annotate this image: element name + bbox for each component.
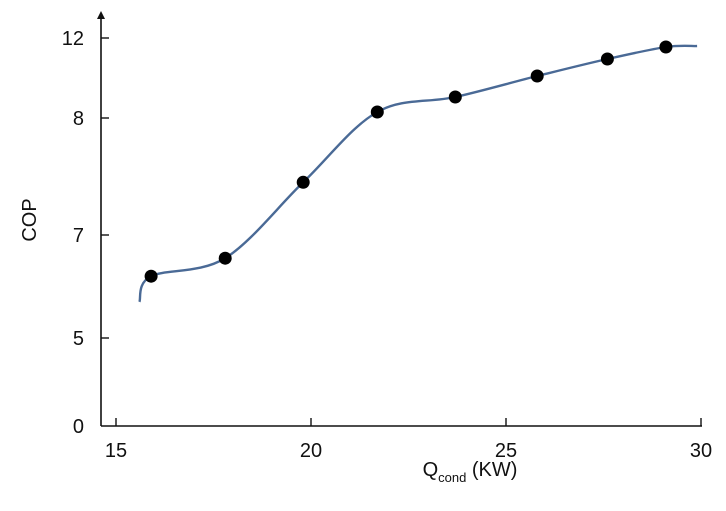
series-line	[138, 44, 698, 303]
x-tick-label: 30	[690, 440, 712, 462]
y-axis-title: COP	[19, 198, 41, 241]
y-tick-label: 8	[73, 108, 84, 130]
y-tick-label: 7	[73, 225, 84, 247]
ticks-layer: 15 20 25 30 0 5 7 8 12	[62, 28, 712, 462]
data-point	[659, 40, 673, 54]
axes	[97, 11, 702, 427]
data-point	[600, 52, 614, 66]
series-layer	[138, 40, 698, 303]
y-tick-label: 12	[62, 28, 84, 50]
data-point	[218, 251, 232, 265]
data-point	[370, 105, 384, 119]
data-point	[296, 175, 310, 189]
x-axis-title-main: Q	[423, 459, 439, 481]
x-tick-label: 20	[300, 440, 322, 462]
x-tick-label: 25	[495, 440, 517, 462]
x-axis-title-subscript: cond	[438, 470, 466, 485]
y-axis-arrowhead	[97, 11, 105, 19]
x-axis-title: Qcond (KW)	[423, 459, 518, 485]
y-tick-label: 5	[73, 328, 84, 350]
data-point	[144, 269, 158, 283]
x-tick-label: 15	[105, 440, 127, 462]
x-axis-title-suffix: (KW)	[466, 459, 517, 481]
y-tick-label: 0	[73, 416, 84, 438]
data-point	[448, 90, 462, 104]
data-point	[530, 69, 544, 83]
